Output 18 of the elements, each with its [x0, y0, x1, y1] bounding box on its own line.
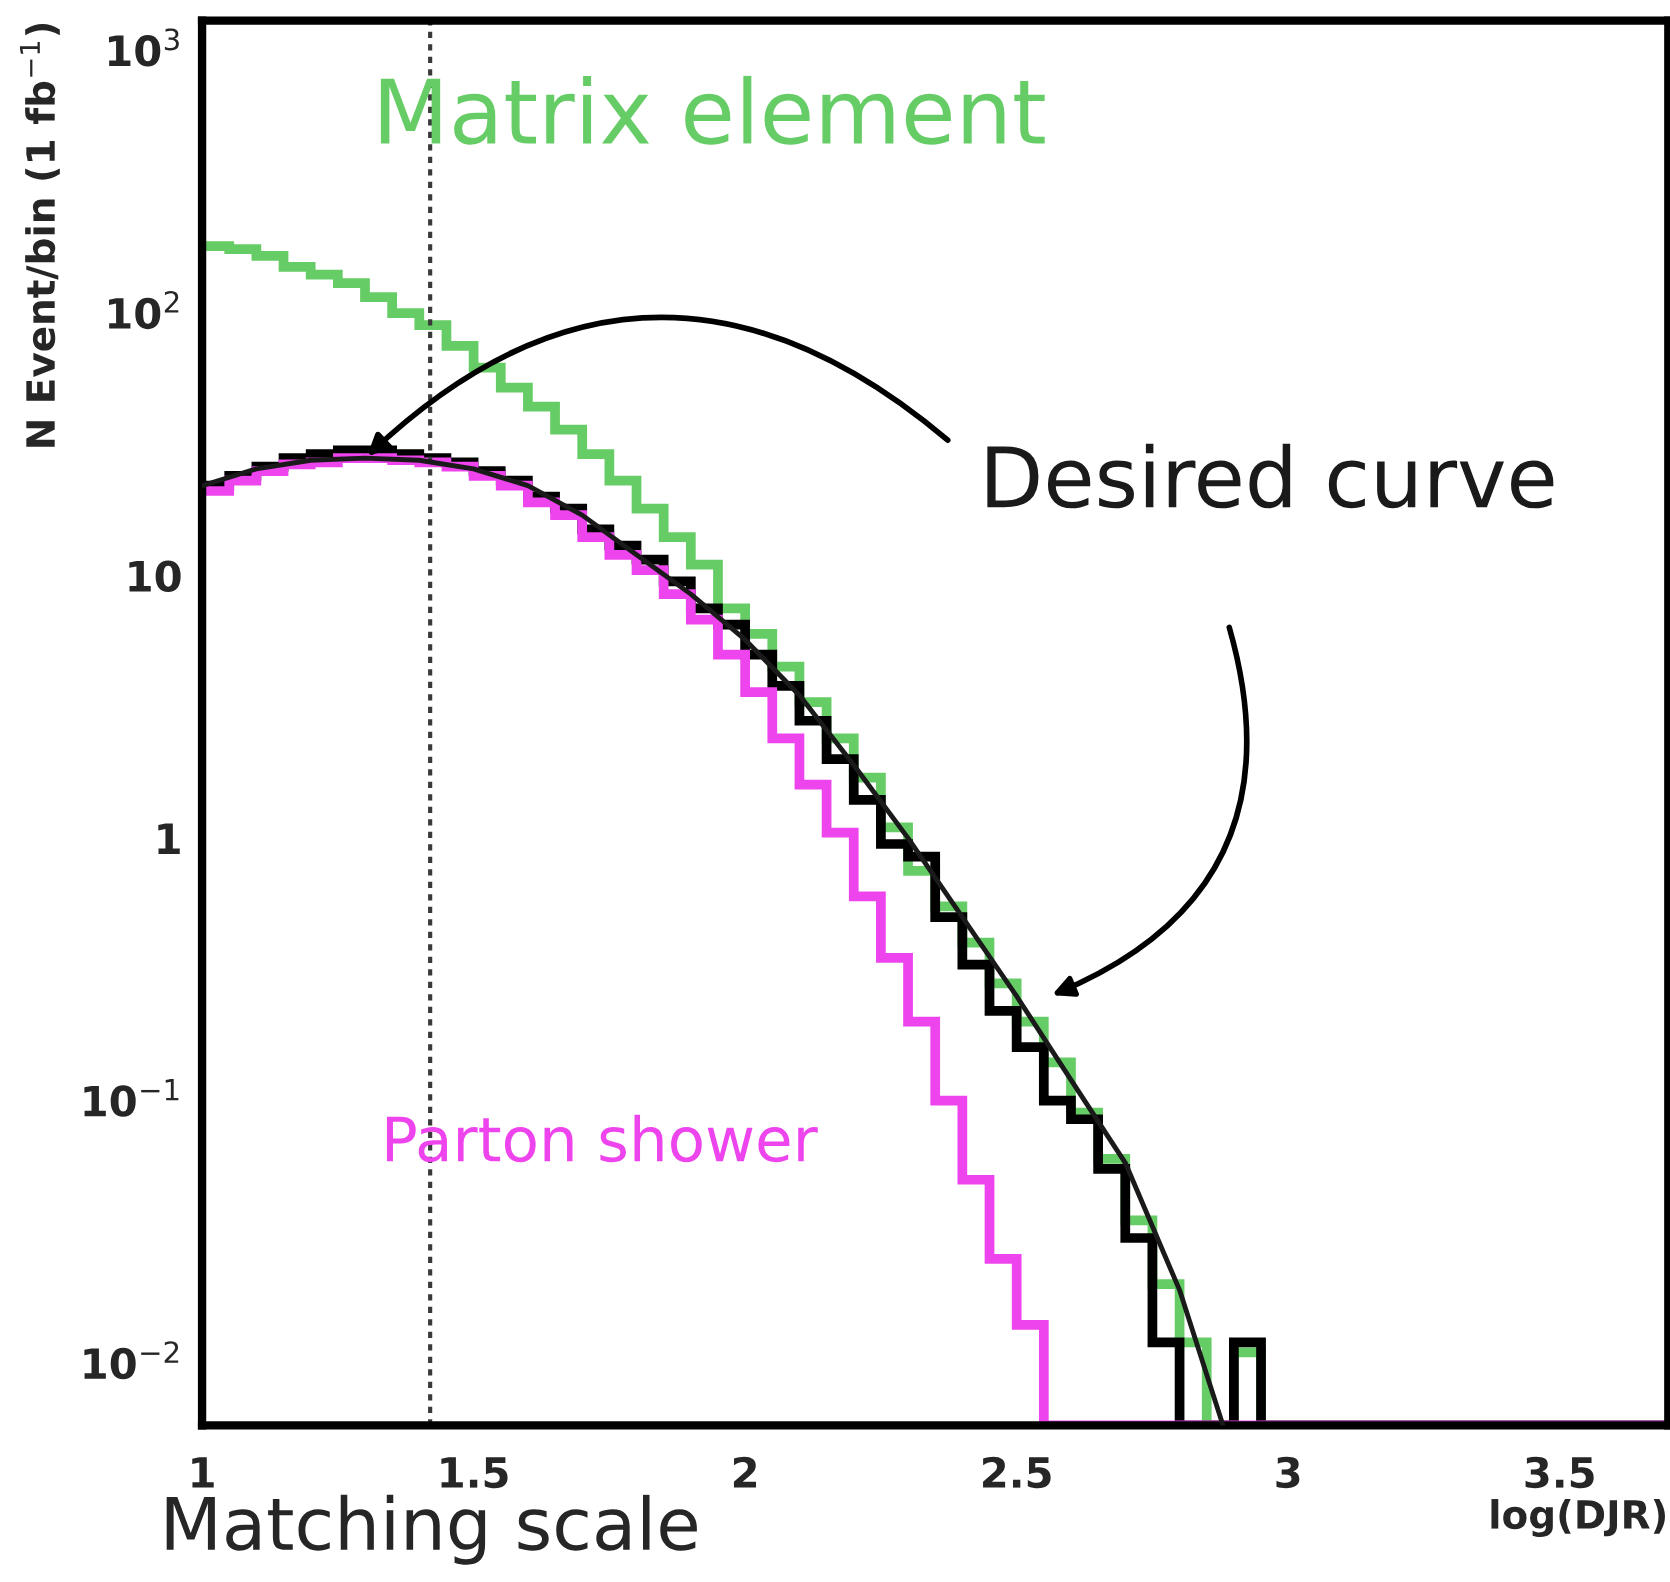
y-tick-label: 10$^{−1}$	[84, 1079, 179, 1117]
x-axis-title: log(DJR)	[1491, 1499, 1665, 1537]
x-tick-label: 3.5	[1525, 1456, 1594, 1489]
x-tick-label: 1.5	[441, 1457, 508, 1489]
x-tick-label: 2.5	[983, 1456, 1051, 1489]
series-label: Matrix element	[380, 75, 1045, 145]
y-tick-label: 10$^{3}$	[108, 28, 179, 67]
x-tick-label: 2	[733, 1456, 756, 1488]
x-tick-label: 1	[192, 1457, 214, 1488]
text: Desired curve	[987, 443, 1554, 509]
y-tick-label: 10	[129, 560, 181, 593]
series-label: Parton shower	[386, 1114, 818, 1163]
y-tick-label: 1	[158, 823, 180, 854]
y-axis-title: N Event/bin (1 fb$^{−1}$)	[19, 23, 60, 447]
ref-line-label: Matching scale	[166, 1494, 697, 1565]
x-tick-label: 3	[1276, 1456, 1300, 1489]
y-tick-label: 10$^{2}$	[108, 290, 179, 330]
y-tick-label: 10$^{−2}$	[84, 1341, 179, 1380]
